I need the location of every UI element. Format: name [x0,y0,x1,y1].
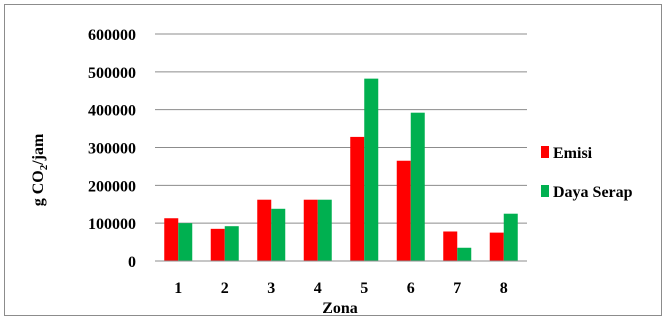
bar-emisi-zona-3 [257,199,272,261]
y-axis-title-tail: /jam [30,133,47,166]
y-tick-label: 300000 [88,141,136,158]
x-tick-label: 2 [221,280,229,297]
x-tick-label: 4 [314,280,322,297]
y-axis-title-main: g CO [30,170,47,206]
y-tick-label: 0 [128,254,136,271]
y-axis-title: g CO2/jam [30,133,50,206]
x-tick-label: 5 [360,280,368,297]
legend-swatch-emisi [541,146,549,158]
x-tick-labels: 1 2 3 4 5 6 7 8 [174,280,508,297]
x-tick-label: 1 [174,280,182,297]
bar-emisi-zona-8 [489,232,504,261]
bars [164,78,518,262]
y-tick-label: 200000 [88,178,136,195]
bar-daya-serap-zona-6 [410,112,425,262]
legend-label-emisi: Emisi [553,145,593,162]
legend: Emisi Daya Serap [541,145,633,201]
gridlines [155,33,527,224]
y-tick-label: 400000 [88,103,136,120]
legend-swatch-daya-serap [541,185,549,197]
y-tick-label: 600000 [88,27,136,44]
y-tick-label: 500000 [88,65,136,82]
x-tick-label: 3 [267,280,275,297]
bar-daya-serap-zona-5 [364,78,379,261]
bar-daya-serap-zona-3 [271,208,286,261]
x-axis-title: Zona [322,300,358,317]
bar-daya-serap-zona-8 [503,213,518,261]
x-tick-label: 7 [453,280,461,297]
bar-emisi-zona-2 [210,228,225,261]
bar-emisi-zona-6 [396,160,411,261]
bar-emisi-zona-4 [303,199,318,261]
bar-daya-serap-zona-2 [224,226,239,261]
bar-daya-serap-zona-7 [457,247,472,261]
bar-emisi-zona-1 [164,218,179,261]
y-tick-label: 100000 [88,216,136,233]
legend-label-daya-serap: Daya Serap [553,184,633,201]
x-tick-label: 8 [500,280,508,297]
bar-daya-serap-zona-1 [178,223,193,261]
chart-frame [4,4,662,316]
bar-daya-serap-zona-4 [317,199,332,261]
y-axis-title-subscript: 2 [38,164,50,170]
bar-emisi-zona-7 [443,231,458,261]
bar-emisi-zona-5 [350,136,365,261]
x-tick-label: 6 [407,280,415,297]
y-tick-labels: 0 100000 200000 300000 400000 500000 600000 [88,27,136,271]
